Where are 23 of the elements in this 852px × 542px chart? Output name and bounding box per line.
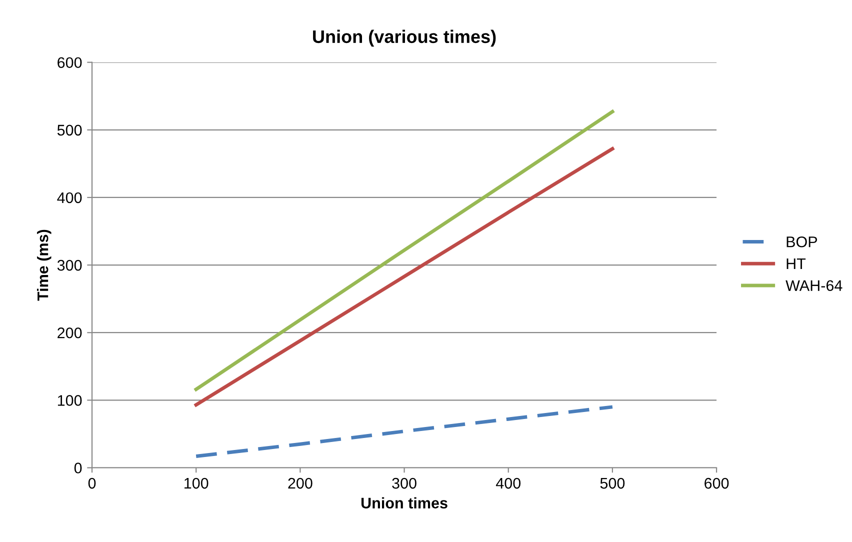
y-axis-title: Time (ms) — [37, 230, 52, 301]
y-tick-label: 300 — [57, 260, 82, 271]
x-tick-label: 400 — [496, 478, 521, 489]
legend-label: WAH-64 — [786, 280, 842, 292]
y-tick-label: 100 — [58, 395, 82, 406]
y-tick-label: 0 — [74, 462, 82, 474]
y-tick-label: 200 — [58, 327, 82, 338]
line-series — [194, 110, 614, 392]
y-tick-label: 400 — [57, 192, 82, 204]
line-series — [194, 147, 614, 407]
x-tick-label: 0 — [88, 478, 96, 489]
x-tick-label: 100 — [184, 478, 208, 489]
x-tick-label: 500 — [600, 478, 625, 489]
x-tick-label: 600 — [704, 478, 729, 489]
chart-title: Union (various times) — [313, 30, 496, 47]
line-series — [194, 405, 614, 458]
y-tick-label: 600 — [58, 57, 82, 68]
x-axis-title: Union times — [361, 497, 448, 508]
y-tick-label: 500 — [57, 124, 82, 136]
x-tick-label: 200 — [288, 478, 312, 489]
legend-label: BOP — [786, 236, 818, 248]
legend-label: HT — [786, 258, 806, 269]
x-tick-label: 300 — [392, 478, 416, 489]
